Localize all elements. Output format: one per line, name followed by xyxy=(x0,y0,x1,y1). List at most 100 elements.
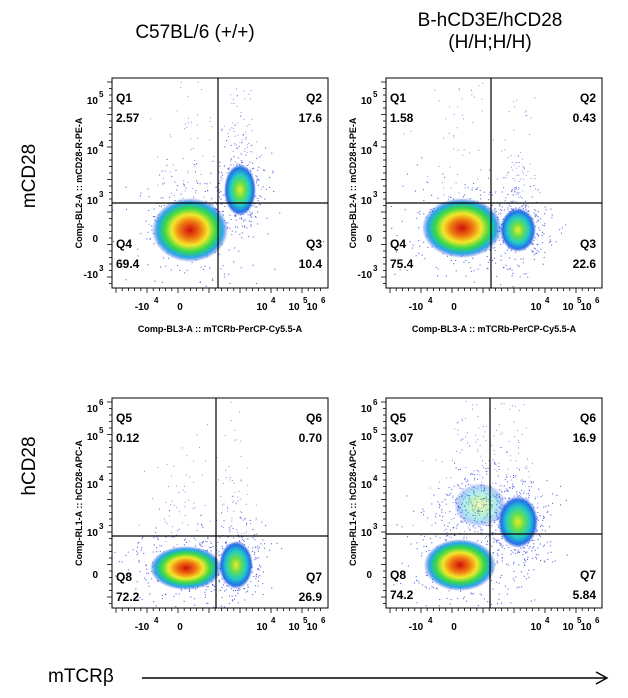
event-dots xyxy=(112,81,325,287)
quadrant-percent-q5: 0.12 xyxy=(116,431,140,445)
x-axis-title: Comp-BL3-A :: mTCRb-PerCP-Cy5.5-A xyxy=(412,324,577,334)
quadrant-name-q1: Q1 xyxy=(390,91,406,105)
y-tick-exponent: 4 xyxy=(99,140,104,149)
x-tick-exponent: 4 xyxy=(428,616,433,625)
x-tick-label: 0 xyxy=(451,302,457,313)
events-layer xyxy=(112,81,325,287)
y-tick-label: 10 xyxy=(87,96,99,107)
y-tick-exponent: 5 xyxy=(99,426,104,435)
y-tick-label: 10 xyxy=(361,96,373,107)
quadrant-percent-q7: 5.84 xyxy=(573,588,597,602)
quadrant-percent-q5: 3.07 xyxy=(390,431,414,445)
x-tick-exponent: 4 xyxy=(271,296,276,305)
x-tick-label: 10 xyxy=(530,302,542,313)
y-tick-label: 10 xyxy=(87,432,99,443)
x-tick-label: 0 xyxy=(451,622,457,633)
y-tick-label: 10 xyxy=(87,404,99,415)
quadrant-name-q5: Q5 xyxy=(390,411,406,425)
x-tick-exponent: 5 xyxy=(577,296,582,305)
quadrant-name-q4: Q4 xyxy=(390,237,406,251)
density-population xyxy=(422,198,502,258)
quadrant-percent-q3: 10.4 xyxy=(299,257,323,271)
y-tick-exponent: 4 xyxy=(373,140,378,149)
quadrant-percent-q1: 1.58 xyxy=(390,111,414,125)
density-population xyxy=(500,208,536,252)
x-tick-label: -10 xyxy=(135,622,150,633)
x-tick-label: 10 xyxy=(306,622,318,633)
density-population xyxy=(219,541,253,589)
y-tick-label: 0 xyxy=(92,234,98,245)
y-tick-label: 10 xyxy=(87,196,99,207)
x-tick-label: 0 xyxy=(177,302,183,313)
x-tick-label: 10 xyxy=(288,622,300,633)
x-tick-label: 10 xyxy=(562,302,574,313)
x-tick-label: 10 xyxy=(530,622,542,633)
y-tick-label: 0 xyxy=(366,570,372,581)
density-population xyxy=(424,539,496,591)
plot-frame xyxy=(385,397,603,609)
x-tick-exponent: 4 xyxy=(271,616,276,625)
x-tick-exponent: 5 xyxy=(577,616,582,625)
x-tick-label: 10 xyxy=(562,622,574,633)
quadrant-percent-q6: 0.70 xyxy=(299,431,323,445)
events-layer xyxy=(386,82,567,288)
y-tick-exponent: 5 xyxy=(373,426,378,435)
density-population xyxy=(498,496,538,548)
quadrant-percent-q3: 22.6 xyxy=(573,257,597,271)
quadrant-percent-q6: 16.9 xyxy=(573,431,597,445)
x-tick-exponent: 6 xyxy=(595,616,600,625)
quadrant-percent-q8: 74.2 xyxy=(390,588,414,602)
y-axis-title: Comp-BL2-A :: mCD28-R-PE-A xyxy=(74,117,84,248)
x-tick-exponent: 4 xyxy=(154,616,159,625)
density-population xyxy=(150,546,222,590)
plot-frame xyxy=(111,397,329,609)
quadrant-name-q4: Q4 xyxy=(116,237,132,251)
density-population xyxy=(224,164,256,216)
y-tick-exponent: 3 xyxy=(99,190,104,199)
y-tick-label: 10 xyxy=(361,404,373,415)
quadrant-percent-q1: 2.57 xyxy=(116,111,140,125)
x-tick-label: 10 xyxy=(580,622,592,633)
x-axis-arrow-label: mTCRβ xyxy=(48,666,114,687)
y-tick-exponent: 3 xyxy=(373,190,378,199)
x-tick-exponent: 4 xyxy=(154,296,159,305)
quadrant-name-q5: Q5 xyxy=(116,411,132,425)
y-tick-label: -10 xyxy=(358,270,373,281)
y-tick-exponent: 5 xyxy=(373,90,378,99)
y-tick-label: 0 xyxy=(92,570,98,581)
quadrant-percent-q4: 69.4 xyxy=(116,257,140,271)
y-tick-label: 10 xyxy=(361,196,373,207)
y-tick-label: 10 xyxy=(361,146,373,157)
x-tick-exponent: 5 xyxy=(303,296,308,305)
column-title-humanized-line2: (H/H;H/H) xyxy=(448,32,532,53)
x-tick-label: 10 xyxy=(306,302,318,313)
quadrant-name-q2: Q2 xyxy=(306,91,322,105)
y-tick-label: 10 xyxy=(87,528,99,539)
y-tick-label: 0 xyxy=(366,234,372,245)
quadrant-name-q6: Q6 xyxy=(580,411,596,425)
x-tick-exponent: 5 xyxy=(303,616,308,625)
quadrant-percent-q2: 17.6 xyxy=(299,111,323,125)
quadrant-name-q3: Q3 xyxy=(580,237,596,251)
y-tick-exponent: 5 xyxy=(99,90,104,99)
x-tick-exponent: 4 xyxy=(545,616,550,625)
column-title-humanized: B-hCD3E/hCD28 (H/H;H/H) xyxy=(360,10,620,54)
x-tick-exponent: 6 xyxy=(595,296,600,305)
y-tick-label: 10 xyxy=(361,480,373,491)
events-layer xyxy=(393,400,568,607)
y-tick-exponent: 4 xyxy=(373,474,378,483)
x-tick-label: 0 xyxy=(177,622,183,633)
quadrant-name-q8: Q8 xyxy=(390,568,406,582)
quadrant-percent-q4: 75.4 xyxy=(390,257,414,271)
y-tick-label: 10 xyxy=(87,146,99,157)
density-population xyxy=(454,483,506,527)
quadrant-name-q8: Q8 xyxy=(116,570,132,584)
plot-frame xyxy=(385,77,603,289)
y-axis-title: Comp-RL1-A :: hCD28-APC-A xyxy=(74,440,84,566)
